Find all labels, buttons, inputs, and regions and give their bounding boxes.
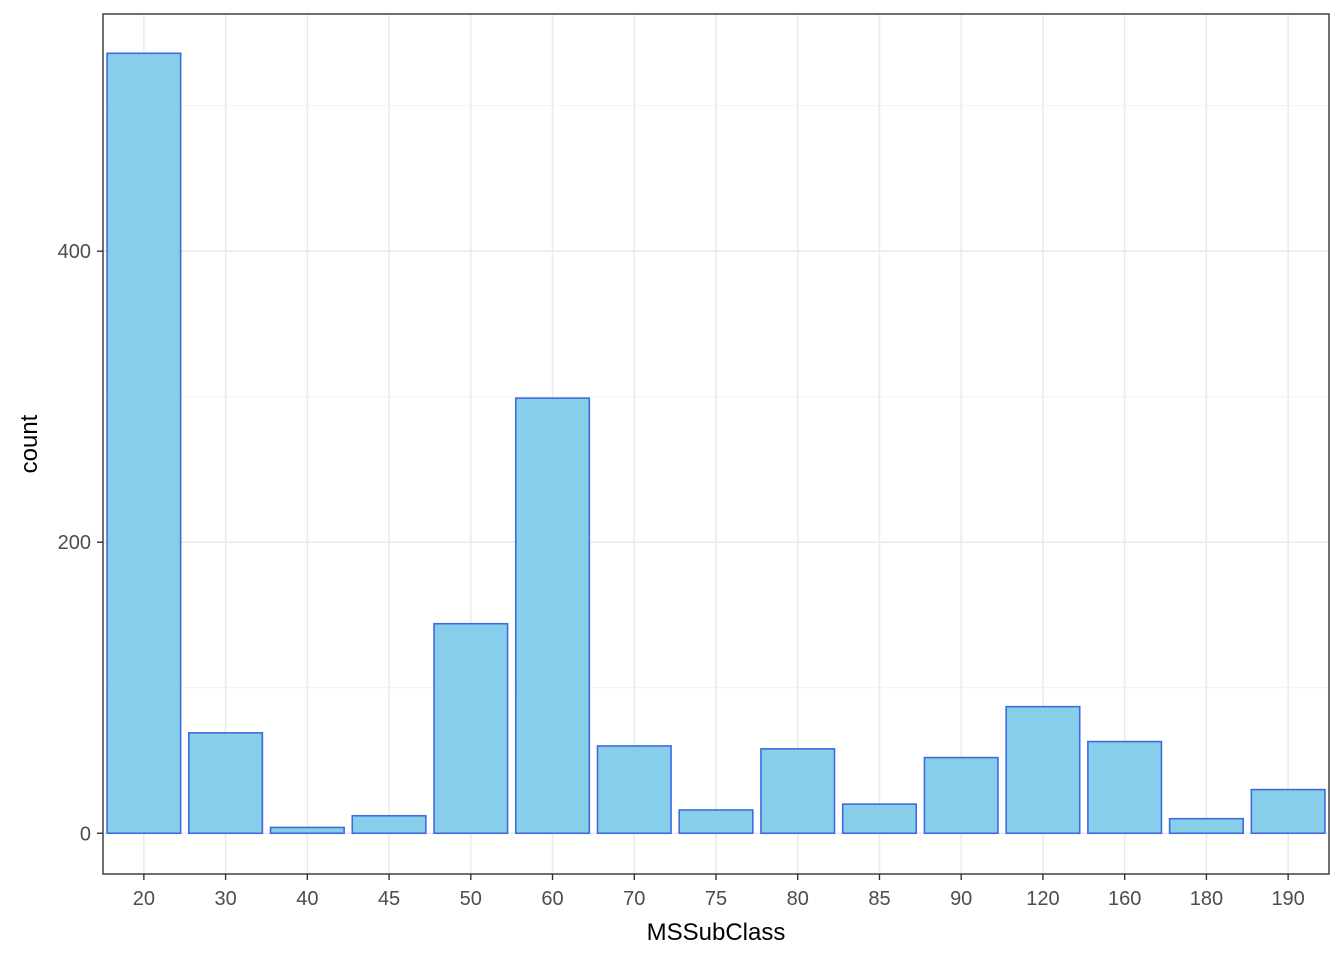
x-tick-label: 30 <box>214 888 236 910</box>
x-tick-label: 120 <box>1026 888 1059 910</box>
bar-180 <box>1168 817 1244 835</box>
bar-120 <box>1005 705 1081 835</box>
x-tick-label: 80 <box>787 888 809 910</box>
bar-30 <box>188 732 264 835</box>
bar-85 <box>841 803 918 835</box>
y-tick-label: 200 <box>58 532 91 554</box>
x-axis-title: MSSubClass <box>647 919 786 946</box>
x-tick-label: 90 <box>950 888 972 910</box>
bar-90 <box>923 756 999 835</box>
bar-190 <box>1250 788 1326 835</box>
x-tick-label: 45 <box>378 888 400 910</box>
x-tick-label: 20 <box>133 888 155 910</box>
bar-60 <box>514 397 591 835</box>
bar-45 <box>351 814 427 835</box>
bar-80 <box>760 748 836 835</box>
y-axis-title: count <box>16 414 43 473</box>
x-tick-label: 75 <box>705 888 727 910</box>
bar-70 <box>596 745 672 835</box>
y-tick-label: 0 <box>80 823 91 845</box>
bar-50 <box>433 622 509 835</box>
x-tick-label: 60 <box>541 888 563 910</box>
bars <box>106 52 1326 835</box>
x-tick-label: 190 <box>1271 888 1304 910</box>
x-tick-label: 70 <box>623 888 645 910</box>
x-tick-label: 50 <box>460 888 482 910</box>
y-axis: 0 200 400 <box>58 241 103 845</box>
x-tick-label: 180 <box>1190 888 1223 910</box>
x-tick-label: 85 <box>868 888 890 910</box>
bar-160 <box>1087 740 1163 835</box>
bar-40 <box>269 826 345 835</box>
y-tick-label: 400 <box>58 241 91 263</box>
x-tick-label: 40 <box>296 888 318 910</box>
bar-20 <box>106 52 182 835</box>
x-axis: 20 30 40 45 50 60 70 75 80 85 90 120 160 180 190 <box>133 874 1305 910</box>
grid-lines <box>103 14 1329 874</box>
bar-75 <box>678 809 754 835</box>
x-tick-label: 160 <box>1108 888 1141 910</box>
